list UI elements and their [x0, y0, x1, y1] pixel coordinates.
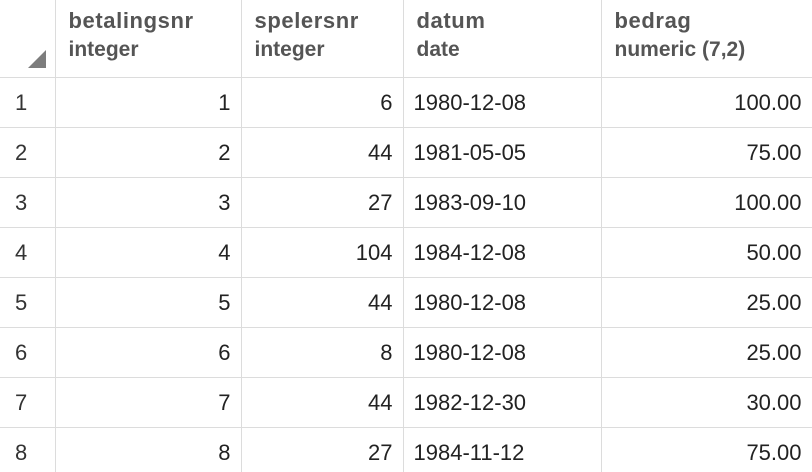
- cell-spelersnr[interactable]: 44: [241, 127, 404, 178]
- cell-bedrag[interactable]: 100.00: [601, 177, 812, 228]
- table-row[interactable]: 2 2 44 1981-05-05 75.00: [0, 127, 812, 178]
- column-name: betalingsnr: [68, 8, 194, 33]
- cell-spelersnr[interactable]: 44: [241, 377, 404, 428]
- column-name: datum: [416, 8, 486, 33]
- row-number[interactable]: 3: [0, 177, 56, 228]
- row-number[interactable]: 5: [0, 277, 56, 328]
- cell-spelersnr[interactable]: 27: [241, 177, 404, 228]
- cell-bedrag[interactable]: 100.00: [601, 77, 812, 128]
- cell-betalingsnr[interactable]: 4: [55, 227, 242, 278]
- table-row[interactable]: 3 3 27 1983-09-10 100.00: [0, 177, 812, 228]
- column-header-spelersnr[interactable]: spelersnr integer: [241, 0, 404, 78]
- column-name: spelersnr: [254, 8, 359, 33]
- table-row[interactable]: 5 5 44 1980-12-08 25.00: [0, 277, 812, 328]
- column-header-datum[interactable]: datum date: [403, 0, 602, 78]
- cell-betalingsnr[interactable]: 6: [55, 327, 242, 378]
- cell-betalingsnr[interactable]: 5: [55, 277, 242, 328]
- row-number[interactable]: 2: [0, 127, 56, 178]
- column-name: bedrag: [614, 8, 692, 33]
- cell-datum[interactable]: 1980-12-08: [403, 277, 602, 328]
- table-row[interactable]: 8 8 27 1984-11-12 75.00: [0, 427, 812, 472]
- select-all-triangle-icon[interactable]: [27, 50, 46, 68]
- cell-datum[interactable]: 1980-12-08: [403, 77, 602, 128]
- table-row[interactable]: 1 1 6 1980-12-08 100.00: [0, 77, 812, 128]
- cell-datum[interactable]: 1984-11-12: [403, 427, 602, 472]
- cell-betalingsnr[interactable]: 8: [55, 427, 242, 472]
- cell-betalingsnr[interactable]: 1: [55, 77, 242, 128]
- column-type: date: [416, 38, 460, 61]
- column-type: integer: [254, 38, 325, 61]
- table-row[interactable]: 7 7 44 1982-12-30 30.00: [0, 377, 812, 428]
- cell-bedrag[interactable]: 25.00: [601, 277, 812, 328]
- column-header-bedrag[interactable]: bedrag numeric (7,2): [601, 0, 812, 78]
- cell-spelersnr[interactable]: 6: [241, 77, 404, 128]
- cell-bedrag[interactable]: 50.00: [601, 227, 812, 278]
- cell-datum[interactable]: 1982-12-30: [403, 377, 602, 428]
- cell-spelersnr[interactable]: 27: [241, 427, 404, 472]
- cell-bedrag[interactable]: 30.00: [601, 377, 812, 428]
- cell-bedrag[interactable]: 75.00: [601, 427, 812, 472]
- header-row: betalingsnr integer spelersnr integer da…: [0, 0, 812, 78]
- cell-betalingsnr[interactable]: 2: [55, 127, 242, 178]
- cell-betalingsnr[interactable]: 7: [55, 377, 242, 428]
- row-number[interactable]: 8: [0, 427, 56, 472]
- cell-spelersnr[interactable]: 104: [241, 227, 404, 278]
- table-row[interactable]: 6 6 8 1980-12-08 25.00: [0, 327, 812, 378]
- cell-spelersnr[interactable]: 8: [241, 327, 404, 378]
- row-number[interactable]: 4: [0, 227, 56, 278]
- row-number[interactable]: 1: [0, 77, 56, 128]
- table-row[interactable]: 4 4 104 1984-12-08 50.00: [0, 227, 812, 278]
- cell-datum[interactable]: 1981-05-05: [403, 127, 602, 178]
- cell-datum[interactable]: 1983-09-10: [403, 177, 602, 228]
- cell-betalingsnr[interactable]: 3: [55, 177, 242, 228]
- row-number[interactable]: 7: [0, 377, 56, 428]
- cell-bedrag[interactable]: 25.00: [601, 327, 812, 378]
- column-type: numeric (7,2): [614, 38, 746, 61]
- cell-datum[interactable]: 1980-12-08: [403, 327, 602, 378]
- select-all-corner[interactable]: [0, 0, 56, 78]
- column-header-betalingsnr[interactable]: betalingsnr integer: [55, 0, 242, 78]
- cell-datum[interactable]: 1984-12-08: [403, 227, 602, 278]
- column-type: integer: [68, 38, 139, 61]
- cell-bedrag[interactable]: 75.00: [601, 127, 812, 178]
- row-number[interactable]: 6: [0, 327, 56, 378]
- cell-spelersnr[interactable]: 44: [241, 277, 404, 328]
